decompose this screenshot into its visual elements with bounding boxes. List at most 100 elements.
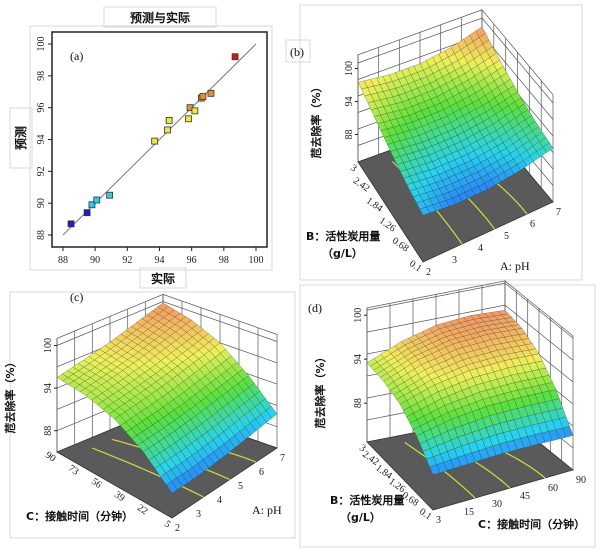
x-tick-label: 4	[217, 495, 222, 506]
panel-b-frame	[299, 4, 583, 281]
z-tick-label: 94	[344, 97, 355, 107]
y-tick-label: 92	[36, 166, 47, 176]
panel-tag: (a)	[70, 49, 83, 63]
x-tick-label: 4	[478, 243, 483, 254]
panel-a-frame	[29, 25, 273, 271]
x-tick-label: 94	[155, 255, 165, 266]
data-point	[83, 209, 91, 217]
x-tick-label: 3	[452, 255, 457, 266]
y-tick-label: 5	[162, 519, 172, 531]
wall-gridline	[56, 301, 278, 346]
wall-gridline	[357, 17, 554, 104]
surface-cell	[419, 206, 430, 216]
z-tick-label: 88	[344, 130, 355, 140]
z-tick-label: 88	[353, 398, 364, 408]
x-tick-label: 88	[58, 255, 68, 266]
x-tick-label: 90	[576, 475, 586, 486]
panel-b-y-unit: （g/L）	[322, 247, 363, 260]
data-point	[164, 126, 171, 134]
z-tick-label: 94	[353, 354, 364, 364]
y-tick-label: 39	[112, 489, 127, 504]
x-tick-label: 60	[548, 483, 558, 494]
x-axis-label: 实际	[151, 271, 175, 286]
surface-cell	[166, 481, 178, 494]
x-tick-label: 6	[530, 219, 535, 230]
panel-c-tag: (c)	[70, 290, 83, 304]
surface-mesh	[56, 302, 278, 494]
data-point	[185, 115, 192, 123]
y-tick-label: 98	[36, 71, 47, 81]
x-tick-label: 30	[492, 499, 502, 510]
ylabel-box	[9, 107, 33, 169]
wall-gridline	[366, 282, 574, 339]
panel-d-z-label: 苊去除率（%）	[313, 351, 327, 428]
x-tick-label: 98	[219, 255, 229, 266]
x-tick-label: 2	[426, 267, 431, 278]
panel-c-z-label: 苊去除率（%）	[3, 356, 17, 433]
y-tick-label: 0.1	[417, 506, 434, 522]
y-tick-label: 3	[348, 163, 358, 175]
title-box	[103, 6, 217, 28]
x-tick-label: 96	[187, 255, 197, 266]
x-tick-label: 6	[259, 467, 264, 478]
x-tick-label: 92	[122, 255, 132, 266]
y-tick-label: 56	[89, 476, 104, 491]
x-tick-label: 90	[90, 255, 100, 266]
y-tick-label: 88	[36, 230, 47, 240]
panel-c-y-label: C：接触时间（分钟）	[26, 509, 133, 523]
surface-mesh	[366, 310, 574, 476]
panel-frames	[9, 4, 596, 548]
data-point	[106, 191, 114, 199]
panel-d-y-unit: （g/L）	[340, 511, 381, 524]
x-tick-label: 3	[436, 515, 441, 526]
data-point	[151, 137, 159, 145]
x-tick-label: 2	[175, 523, 180, 534]
panel-b-y-label: B：活性炭用量	[306, 229, 380, 243]
panel-c-frame	[9, 291, 296, 539]
panel-b-tag-box	[285, 39, 311, 63]
panel-d-tag: (d)	[308, 301, 322, 315]
panel-b-tag: (b)	[290, 45, 304, 59]
x-tick-label: 45	[520, 491, 530, 502]
x-tick-label: 7	[556, 207, 561, 218]
chart-title: 预测与实际	[130, 10, 190, 25]
data-point	[165, 117, 173, 124]
wall-gridline	[366, 304, 574, 361]
y-tick-label: 73	[66, 463, 81, 478]
y-tick-label: 90	[43, 450, 58, 465]
xlabel-box	[139, 267, 187, 289]
data-point	[199, 93, 207, 100]
x-tick-label: 7	[280, 453, 285, 464]
data-point	[231, 53, 239, 61]
data-point	[88, 201, 96, 209]
data-point	[93, 196, 101, 204]
z-tick-label: 100	[43, 338, 54, 353]
y-tick-label: 22	[135, 503, 150, 518]
y-tick-label: 0.1	[407, 258, 424, 274]
x-tick-label: 3	[196, 509, 201, 520]
y-tick-label: 96	[36, 103, 47, 113]
y-tick-label: 94	[36, 135, 47, 145]
x-tick-label: 15	[464, 507, 474, 518]
panel-d-y-label: B：活性炭用量	[330, 493, 404, 507]
data-point	[67, 220, 75, 228]
z-tick-label: 100	[344, 61, 355, 76]
y-axis-label: 预测	[13, 126, 28, 150]
z-tick-label: 94	[43, 383, 54, 393]
panel-c-x-label: A: pH	[252, 503, 282, 517]
z-tick-label: 88	[43, 426, 54, 436]
x-tick-label: 5	[504, 231, 509, 242]
z-tick-label: 100	[353, 308, 364, 323]
data-point	[191, 107, 199, 115]
y-tick-label: 3	[357, 443, 367, 455]
y-tick-label: 90	[36, 198, 47, 208]
panel-b-x-label: A: pH	[500, 259, 530, 273]
data-point	[207, 89, 215, 97]
